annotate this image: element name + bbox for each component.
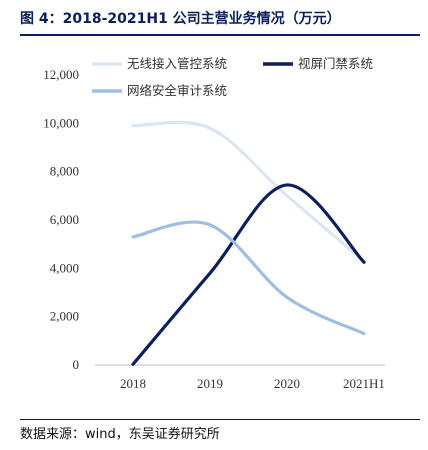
series-line-1 bbox=[131, 120, 366, 263]
title-rule bbox=[20, 34, 420, 36]
x-tick-label: 2020 bbox=[274, 376, 300, 391]
y-tick-label: 0 bbox=[73, 357, 80, 372]
series-line-2 bbox=[131, 183, 366, 366]
y-tick-label: 10,000 bbox=[43, 115, 79, 130]
legend-label: 无线接入管控系统 bbox=[127, 56, 227, 71]
x-tick-label: 2018 bbox=[120, 376, 146, 391]
legend-label: 网络安全审计系统 bbox=[127, 83, 227, 98]
x-axis: 2018 2019 2020 2021H1 bbox=[95, 364, 385, 391]
x-tick-label: 2019 bbox=[197, 376, 223, 391]
y-tick-label: 6,000 bbox=[50, 212, 79, 227]
source-rule bbox=[20, 419, 420, 420]
x-tick-label: 2021H1 bbox=[343, 376, 385, 391]
y-tick-label: 4,000 bbox=[50, 260, 79, 275]
y-tick-label: 2,000 bbox=[50, 309, 79, 324]
figure-title: 图 4：2018-2021H1 公司主营业务情况（万元） bbox=[20, 11, 341, 27]
y-tick-label: 12,000 bbox=[43, 67, 79, 82]
series-lines bbox=[131, 120, 366, 366]
y-tick-label: 8,000 bbox=[50, 164, 79, 179]
y-axis: 0 2,000 4,000 6,000 8,000 10,000 12,000 bbox=[43, 67, 79, 372]
series-line-3 bbox=[131, 220, 366, 336]
source-note: 数据来源：wind，东吴证券研究所 bbox=[20, 427, 220, 442]
legend-label: 视屏门禁系统 bbox=[298, 56, 373, 71]
